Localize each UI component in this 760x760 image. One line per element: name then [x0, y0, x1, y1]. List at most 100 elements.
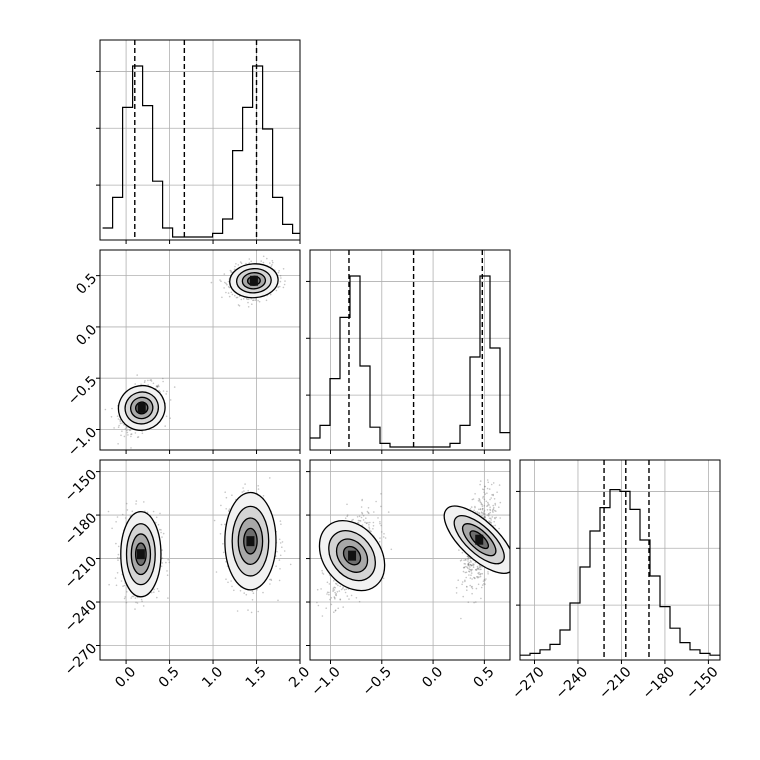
- scatter-point: [469, 577, 472, 579]
- scatter-point: [475, 601, 477, 603]
- scatter-point: [479, 575, 482, 578]
- scatter-point: [368, 524, 370, 526]
- scatter-point: [251, 590, 254, 593]
- scatter-point: [351, 519, 353, 522]
- scatter-point: [358, 515, 361, 518]
- scatter-point: [481, 503, 484, 506]
- y-tick-label: −210: [62, 554, 101, 593]
- scatter-point: [125, 502, 128, 505]
- scatter-point: [359, 520, 362, 522]
- scatter-point: [126, 509, 129, 511]
- scatter-point: [130, 447, 132, 449]
- histogram-panel-0: [96, 39, 301, 244]
- scatter-point: [328, 593, 330, 596]
- scatter-point: [242, 298, 245, 300]
- scatter-point: [380, 493, 382, 495]
- scatter-point: [220, 523, 223, 526]
- scatter-point: [116, 516, 119, 518]
- panel-background: [310, 250, 510, 450]
- scatter-point: [332, 587, 335, 590]
- scatter-point: [491, 516, 494, 518]
- scatter-point: [317, 604, 320, 607]
- scatter-point: [322, 573, 325, 575]
- scatter-point: [337, 584, 339, 587]
- scatter-point: [134, 597, 137, 599]
- density-peak: [475, 534, 484, 545]
- scatter-point: [499, 501, 502, 504]
- scatter-point: [245, 262, 247, 265]
- scatter-point: [115, 542, 117, 545]
- scatter-point: [104, 408, 107, 411]
- scatter-point: [115, 521, 117, 523]
- scatter-point: [147, 379, 149, 382]
- scatter-point: [492, 511, 494, 513]
- x-tick-label: −240: [553, 664, 592, 703]
- scatter-point: [494, 517, 496, 520]
- scatter-point: [161, 557, 164, 559]
- scatter-point: [335, 594, 338, 597]
- scatter-point: [119, 420, 122, 423]
- scatter-point: [134, 608, 136, 610]
- scatter-point: [124, 517, 127, 519]
- scatter-point: [227, 285, 230, 288]
- scatter-point: [372, 528, 374, 530]
- scatter-point: [476, 576, 479, 578]
- scatter-point: [162, 390, 165, 392]
- scatter-point: [251, 599, 254, 601]
- scatter-point: [470, 572, 473, 574]
- scatter-point: [480, 503, 483, 506]
- scatter-point: [213, 519, 216, 522]
- scatter-point: [243, 592, 245, 594]
- scatter-point: [494, 524, 496, 527]
- scatter-point: [462, 570, 465, 573]
- scatter-point: [123, 597, 126, 600]
- scatter-point: [366, 510, 369, 513]
- scatter-point: [277, 286, 280, 289]
- scatter-point: [375, 500, 377, 503]
- scatter-point: [116, 556, 119, 559]
- scatter-point: [360, 506, 363, 508]
- scatter-point: [333, 589, 336, 591]
- scatter-point: [478, 564, 481, 567]
- scatter-point: [484, 515, 486, 518]
- scatter-point: [494, 502, 497, 505]
- scatter-point: [474, 506, 476, 509]
- scatter-point: [483, 513, 486, 515]
- scatter-point: [357, 522, 359, 524]
- scatter-point: [469, 566, 471, 568]
- scatter-point: [120, 580, 123, 582]
- scatter-point: [480, 511, 483, 513]
- scatter-point: [334, 594, 337, 596]
- scatter-point: [473, 576, 475, 579]
- scatter-point: [316, 601, 318, 604]
- scatter-point: [270, 578, 272, 581]
- scatter-point: [221, 296, 223, 299]
- panel-border: [519, 459, 721, 661]
- scatter-point: [461, 581, 464, 583]
- scatter-point: [483, 583, 485, 585]
- scatter-point: [123, 435, 126, 438]
- scatter-point: [382, 577, 385, 580]
- scatter-point: [157, 523, 160, 526]
- scatter-point: [390, 548, 393, 551]
- scatter-point: [368, 528, 371, 530]
- scatter-point: [320, 588, 322, 590]
- scatter-point: [135, 503, 137, 505]
- scatter-point: [226, 458, 228, 460]
- scatter-point: [279, 274, 282, 277]
- scatter-point: [339, 598, 342, 601]
- scatter-point: [156, 386, 159, 388]
- x-tick-label: −180: [640, 664, 679, 703]
- scatter-point: [482, 495, 485, 498]
- scatter-point: [482, 580, 485, 582]
- scatter-point: [156, 385, 159, 388]
- scatter-point: [486, 492, 488, 495]
- scatter-point: [169, 399, 172, 401]
- histogram-panel-2: −270 −240 −210 −180 −150: [509, 459, 722, 703]
- scatter-point: [482, 497, 484, 499]
- scatter-point: [157, 384, 160, 387]
- scatter-point: [489, 508, 491, 511]
- scatter-point: [479, 508, 482, 510]
- scatter-point: [476, 567, 479, 570]
- scatter-point: [483, 491, 485, 494]
